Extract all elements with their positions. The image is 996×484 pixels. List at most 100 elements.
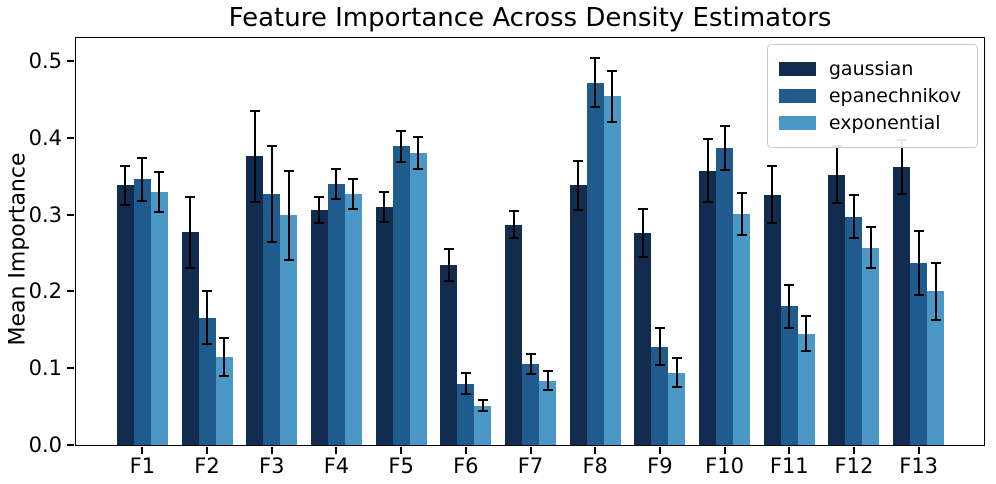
plot-inner: 0.0 0.1 0.2 0.3 0.4 0.5 F1 F2 F3 F4 F5 F6 F7 F8 F9 F10 F… bbox=[29, 38, 984, 478]
error-cap-bottom-F4-exponential bbox=[348, 208, 359, 211]
error-bar-F9-gaussian bbox=[641, 209, 644, 257]
error-cap-top-F8-exponential bbox=[607, 70, 618, 73]
error-cap-top-F4-epanechnikov bbox=[331, 168, 342, 171]
error-cap-bottom-F11-gaussian bbox=[767, 222, 778, 225]
bar-F11-epanechnikov bbox=[780, 306, 798, 445]
y-tick-mark bbox=[67, 290, 74, 293]
error-cap-bottom-F7-exponential bbox=[542, 388, 553, 391]
x-tick-mark bbox=[141, 447, 144, 454]
error-bar-F2-gaussian bbox=[189, 196, 192, 268]
bar-F2-gaussian bbox=[181, 232, 199, 445]
error-cap-bottom-F6-gaussian bbox=[443, 280, 454, 283]
error-cap-top-F9-exponential bbox=[671, 357, 682, 360]
error-bar-F7-epanechnikov bbox=[529, 353, 532, 374]
error-cap-bottom-F1-exponential bbox=[154, 210, 165, 213]
bar-F11-gaussian bbox=[763, 194, 781, 445]
error-cap-bottom-F8-epanechnikov bbox=[590, 106, 601, 109]
error-cap-bottom-F5-epanechnikov bbox=[396, 160, 407, 163]
legend-label-exponential: exponential bbox=[828, 112, 941, 134]
x-tick-mark bbox=[529, 447, 532, 454]
bar-F10-gaussian bbox=[699, 170, 717, 445]
bar-F12-gaussian bbox=[828, 174, 846, 445]
error-cap-bottom-F10-epanechnikov bbox=[719, 169, 730, 172]
error-bar-F7-gaussian bbox=[512, 210, 515, 239]
bar-F6-gaussian bbox=[440, 265, 458, 445]
x-tick-mark bbox=[788, 447, 791, 454]
error-cap-bottom-F8-exponential bbox=[607, 120, 618, 123]
plot-area: 0.0 0.1 0.2 0.3 0.4 0.5 F1 F2 F3 F4 F5 F6 F7 F8 F9 F10 F… bbox=[29, 37, 985, 478]
error-cap-bottom-F5-gaussian bbox=[379, 220, 390, 223]
bar-F9-exponential bbox=[668, 372, 686, 445]
legend-item-gaussian: gaussian bbox=[778, 58, 961, 80]
error-bar-F4-gaussian bbox=[318, 196, 321, 224]
error-cap-bottom-F9-epanechnikov bbox=[654, 364, 665, 367]
error-bar-F5-exponential bbox=[417, 137, 420, 170]
error-bar-F8-gaussian bbox=[577, 160, 580, 211]
error-cap-bottom-F12-exponential bbox=[865, 267, 876, 270]
error-cap-top-F10-gaussian bbox=[702, 138, 713, 141]
error-bar-F13-epanechnikov bbox=[917, 230, 920, 296]
error-cap-top-F6-exponential bbox=[477, 399, 488, 402]
bar-F2-epanechnikov bbox=[198, 317, 216, 445]
error-cap-bottom-F2-epanechnikov bbox=[202, 342, 213, 345]
error-bar-F9-epanechnikov bbox=[658, 328, 661, 366]
bar-F13-exponential bbox=[927, 291, 945, 445]
legend-label-epanechnikov: epanechnikov bbox=[828, 85, 961, 107]
error-cap-top-F9-gaussian bbox=[637, 208, 648, 211]
error-cap-top-F5-exponential bbox=[413, 136, 424, 139]
bar-F5-gaussian bbox=[375, 206, 393, 445]
error-cap-bottom-F13-epanechnikov bbox=[913, 294, 924, 297]
error-bar-F5-epanechnikov bbox=[400, 130, 403, 162]
error-cap-top-F2-exponential bbox=[219, 336, 230, 339]
bar-F8-exponential bbox=[603, 96, 621, 445]
error-cap-top-F7-gaussian bbox=[508, 209, 519, 212]
x-tick-mark bbox=[464, 447, 467, 454]
error-cap-top-F2-epanechnikov bbox=[202, 290, 213, 293]
legend-swatch-epanechnikov bbox=[778, 89, 816, 103]
error-cap-top-F1-epanechnikov bbox=[137, 156, 148, 159]
error-cap-top-F11-gaussian bbox=[767, 165, 778, 168]
error-bar-F6-epanechnikov bbox=[464, 372, 467, 395]
bar-F4-exponential bbox=[344, 193, 362, 445]
error-cap-bottom-F5-exponential bbox=[413, 168, 424, 171]
y-tick-label: 0.0 bbox=[28, 433, 62, 457]
x-tick-label-F12: F12 bbox=[834, 454, 874, 478]
y-tick-label: 0.2 bbox=[28, 279, 62, 304]
x-tick-label-F4: F4 bbox=[323, 454, 350, 478]
error-cap-bottom-F4-gaussian bbox=[314, 222, 325, 225]
bar-F3-gaussian bbox=[246, 156, 264, 445]
error-bar-F11-exponential bbox=[805, 316, 808, 352]
error-bar-F4-epanechnikov bbox=[335, 169, 338, 199]
x-tick-mark bbox=[723, 447, 726, 454]
legend-label-gaussian: gaussian bbox=[828, 58, 914, 80]
error-cap-top-F1-exponential bbox=[154, 170, 165, 173]
y-tick-label: 0.4 bbox=[28, 125, 62, 150]
error-bar-F8-exponential bbox=[611, 71, 614, 122]
bar-F1-gaussian bbox=[116, 185, 134, 445]
error-bar-F10-epanechnikov bbox=[723, 125, 726, 171]
error-bar-F7-exponential bbox=[546, 371, 549, 390]
error-bar-F2-exponential bbox=[223, 337, 226, 376]
error-bar-F11-epanechnikov bbox=[788, 284, 791, 328]
error-bar-F12-epanechnikov bbox=[852, 195, 855, 239]
y-tick-mark bbox=[67, 367, 74, 370]
error-cap-bottom-F1-epanechnikov bbox=[137, 199, 148, 202]
error-cap-bottom-F12-gaussian bbox=[831, 202, 842, 205]
error-cap-top-F5-epanechnikov bbox=[396, 129, 407, 132]
bar-F7-exponential bbox=[539, 380, 556, 445]
error-bar-F8-epanechnikov bbox=[594, 57, 597, 108]
error-cap-top-F8-epanechnikov bbox=[590, 56, 601, 59]
bar-F5-epanechnikov bbox=[392, 146, 410, 445]
error-bar-F1-epanechnikov bbox=[141, 157, 144, 201]
error-cap-top-F6-gaussian bbox=[443, 248, 454, 251]
error-bar-F1-exponential bbox=[158, 171, 161, 212]
error-cap-bottom-F3-exponential bbox=[283, 258, 294, 261]
x-tick-mark bbox=[335, 447, 338, 454]
x-tick-label-F3: F3 bbox=[258, 454, 285, 478]
bar-F6-exponential bbox=[474, 405, 492, 445]
x-tick-mark bbox=[400, 447, 403, 454]
x-tick-label-F10: F10 bbox=[705, 454, 744, 478]
bar-F12-exponential bbox=[862, 247, 880, 445]
bar-F9-epanechnikov bbox=[651, 346, 669, 445]
y-tick-mark bbox=[67, 60, 74, 63]
